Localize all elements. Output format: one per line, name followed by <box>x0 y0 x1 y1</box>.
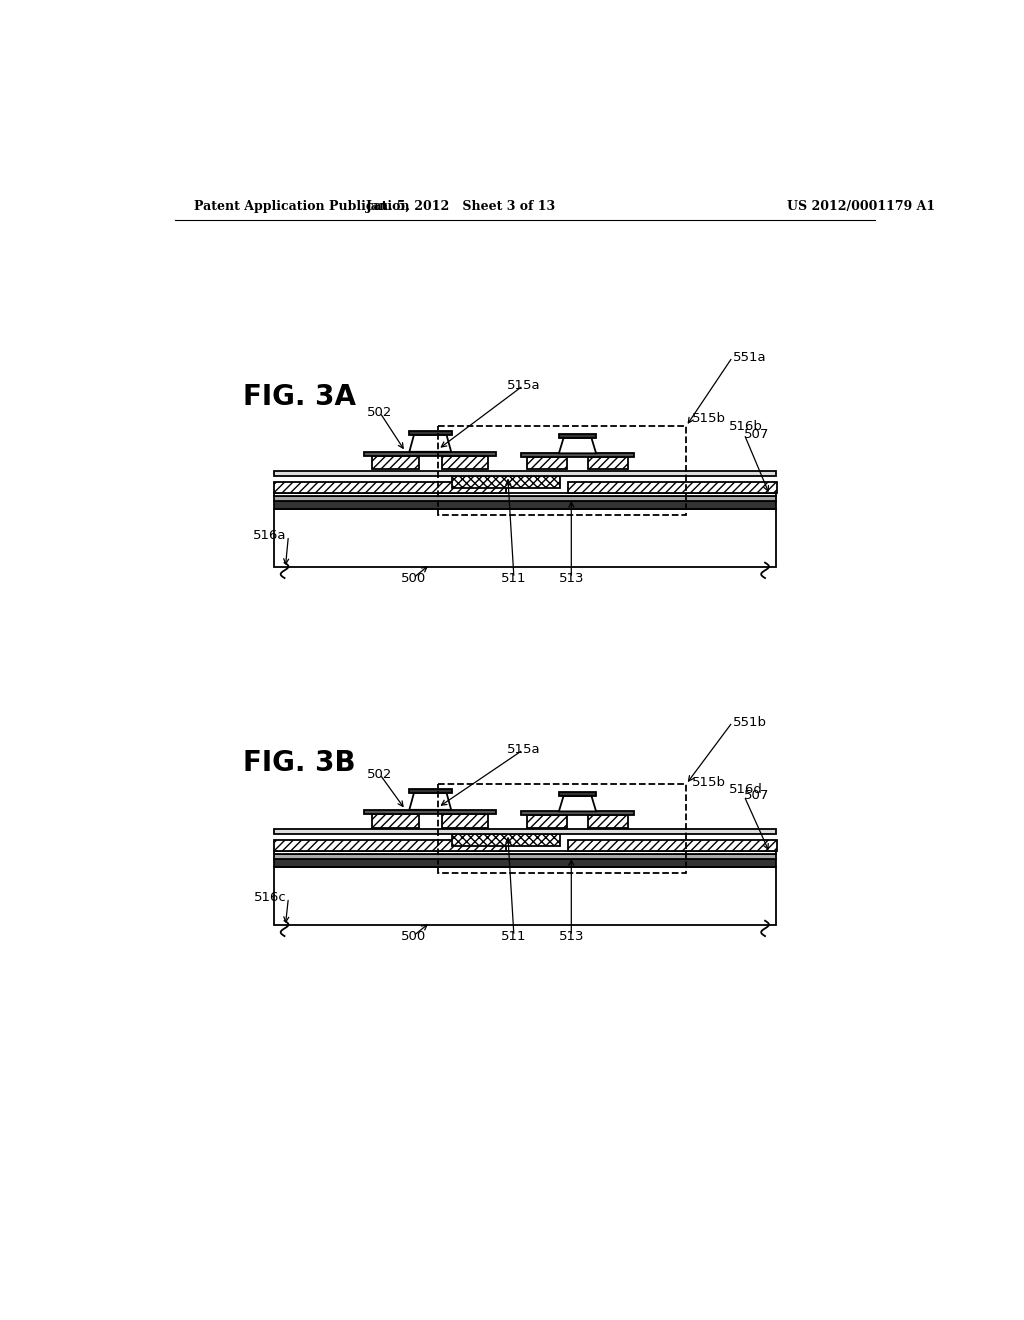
Text: 515a: 515a <box>507 743 540 756</box>
Text: US 2012/0001179 A1: US 2012/0001179 A1 <box>786 199 935 213</box>
Polygon shape <box>410 434 452 451</box>
Text: 516a: 516a <box>253 529 287 543</box>
Bar <box>452 475 560 488</box>
Bar <box>521 812 634 816</box>
Text: 500: 500 <box>400 572 426 585</box>
Bar <box>438 426 686 515</box>
Bar <box>442 813 488 828</box>
Text: 502: 502 <box>368 768 392 781</box>
Polygon shape <box>410 793 452 810</box>
Text: 513: 513 <box>558 929 584 942</box>
Text: FIG. 3B: FIG. 3B <box>243 748 355 777</box>
Text: 551a: 551a <box>732 351 766 363</box>
Bar <box>273 492 776 496</box>
Bar <box>588 816 628 828</box>
Bar <box>521 453 634 457</box>
Bar <box>273 867 776 924</box>
Polygon shape <box>559 796 596 812</box>
Bar <box>273 508 776 566</box>
Text: Jan. 5, 2012   Sheet 3 of 13: Jan. 5, 2012 Sheet 3 of 13 <box>367 199 556 213</box>
Bar <box>438 784 686 873</box>
Bar <box>372 813 419 828</box>
Bar <box>273 471 776 475</box>
Bar <box>442 455 488 470</box>
Bar <box>372 455 419 470</box>
Text: 507: 507 <box>744 789 769 803</box>
Text: 511: 511 <box>501 929 526 942</box>
Text: 515b: 515b <box>692 776 726 788</box>
Bar <box>273 502 776 508</box>
Text: 511: 511 <box>501 572 526 585</box>
Bar <box>568 482 777 492</box>
Bar <box>365 810 496 813</box>
Bar <box>273 496 776 502</box>
Text: 515b: 515b <box>692 412 726 425</box>
Bar <box>452 834 560 846</box>
Text: 516c: 516c <box>254 891 287 904</box>
Polygon shape <box>559 438 596 453</box>
Bar <box>409 789 452 793</box>
Bar <box>409 430 452 434</box>
Text: 500: 500 <box>400 929 426 942</box>
Text: 551b: 551b <box>732 715 767 729</box>
Text: Patent Application Publication: Patent Application Publication <box>194 199 410 213</box>
Text: FIG. 3A: FIG. 3A <box>243 383 355 411</box>
Bar <box>559 434 596 438</box>
Text: 516d: 516d <box>729 783 763 796</box>
Bar <box>273 829 776 834</box>
Text: 507: 507 <box>744 428 769 441</box>
Bar <box>273 840 506 850</box>
Bar <box>273 854 776 859</box>
Bar <box>588 457 628 470</box>
Bar <box>273 859 776 867</box>
Text: 516b: 516b <box>729 420 763 433</box>
Bar <box>527 457 567 470</box>
Text: 502: 502 <box>368 407 392 418</box>
Bar <box>559 792 596 796</box>
Bar <box>273 482 506 492</box>
Bar <box>527 816 567 828</box>
Text: 513: 513 <box>558 572 584 585</box>
Bar <box>365 451 496 455</box>
Text: 515a: 515a <box>507 379 540 392</box>
Bar <box>568 840 777 850</box>
Bar <box>273 850 776 854</box>
